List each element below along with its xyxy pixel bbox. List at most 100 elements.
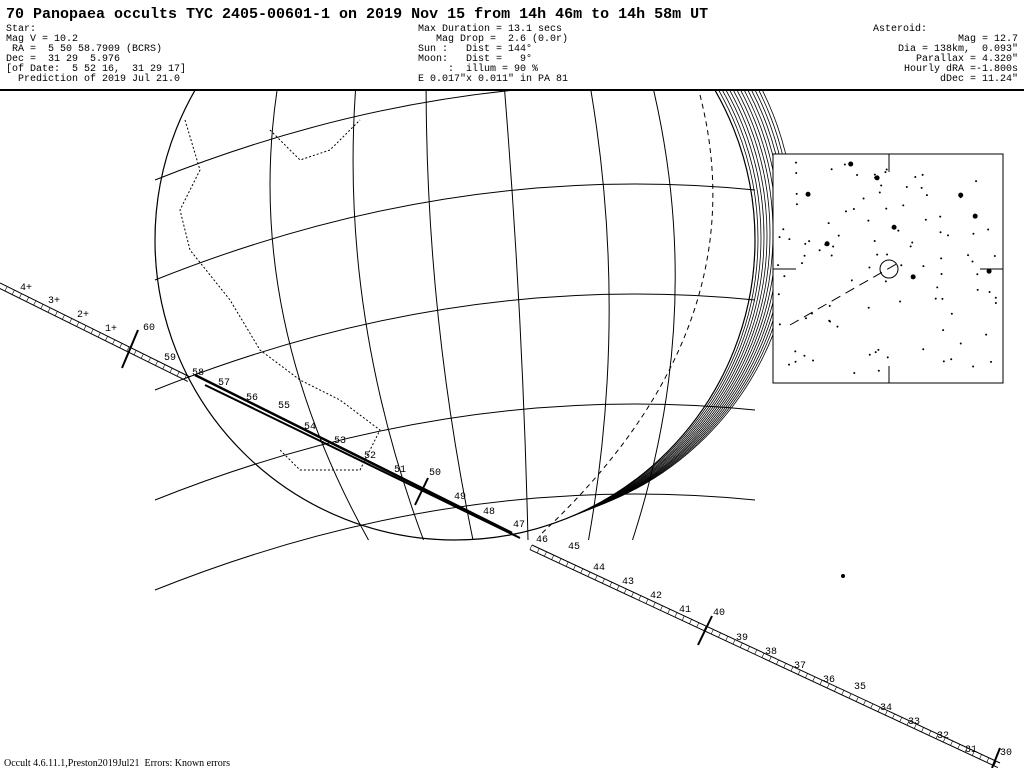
path-hatch <box>47 307 51 313</box>
field-star <box>867 306 870 309</box>
path-hatch <box>921 727 924 733</box>
meridian <box>425 91 474 541</box>
target-star <box>879 259 899 279</box>
path-time-label: 35 <box>854 682 866 693</box>
path-hatch <box>638 595 642 601</box>
field-star <box>990 360 993 363</box>
path-time-label: 3+ <box>48 296 60 307</box>
field-star <box>885 207 888 210</box>
field-star <box>942 360 945 363</box>
path-hatch <box>26 297 29 302</box>
path-time-label: 42 <box>650 591 662 602</box>
star-info: RA = 5 50 58.7909 (BCRS) <box>6 43 162 55</box>
path-time-label: 56 <box>246 393 258 404</box>
field-star <box>850 279 853 282</box>
coast <box>179 119 381 471</box>
path-time-label: 33 <box>908 717 920 728</box>
field-star <box>940 273 943 276</box>
field-star <box>886 356 889 359</box>
field-star <box>886 253 889 256</box>
path-hatch <box>971 750 975 756</box>
minute-tick <box>414 477 429 506</box>
field-star <box>934 297 937 300</box>
field-star <box>836 325 839 328</box>
field-star <box>844 210 847 213</box>
asteroid-info: Asteroid: <box>873 23 927 35</box>
path-hatch <box>928 730 932 736</box>
path-time-label: 2+ <box>77 310 89 321</box>
field-star <box>812 359 815 362</box>
field-star <box>788 363 791 366</box>
path-hatch <box>718 632 721 638</box>
field-star <box>830 254 833 257</box>
path-hatch <box>616 585 620 591</box>
field-star <box>884 280 887 283</box>
path-hatch <box>739 642 743 648</box>
field-star <box>874 176 877 179</box>
field-star <box>897 229 900 232</box>
latitude <box>154 91 511 181</box>
path-hatch <box>848 693 852 699</box>
field-star <box>788 238 791 241</box>
meridian <box>269 91 369 541</box>
path-hatch <box>119 343 123 348</box>
path-hatch <box>935 734 939 739</box>
path-time-label: 51 <box>394 465 406 476</box>
path-hatch <box>841 690 845 695</box>
path-hatch <box>964 747 968 753</box>
field-star <box>800 262 803 265</box>
path-time-label: 47 <box>513 520 525 531</box>
star-info: Mag V = 10.2 <box>6 34 78 45</box>
field-star <box>862 197 865 200</box>
path-hatch <box>551 555 555 560</box>
path-hatch <box>594 575 598 581</box>
field-star <box>795 192 798 195</box>
path-hatch <box>140 353 144 359</box>
path-hatch <box>587 571 591 577</box>
field-star <box>972 365 975 368</box>
asteroid-info: Hourly dRA =-1.800s <box>904 63 1018 75</box>
field-star <box>873 239 876 242</box>
minute-tick <box>991 747 1001 768</box>
event-info: Moon: Dist = 9° <box>418 53 532 65</box>
path-hatch <box>863 700 866 706</box>
field-star <box>808 240 811 243</box>
path-hatch <box>754 649 758 655</box>
field-star <box>853 372 856 375</box>
field-star <box>899 300 902 303</box>
central-line <box>194 373 513 535</box>
path-hatch <box>870 703 874 709</box>
field-star <box>959 196 962 199</box>
path-hatch <box>660 605 663 611</box>
path-edge <box>0 288 189 382</box>
path-time-label: 31 <box>965 745 977 756</box>
field-star <box>936 286 939 289</box>
path-time-label: 49 <box>454 492 466 503</box>
terminator <box>539 94 714 536</box>
path-time-label: 4+ <box>20 283 32 294</box>
path-time-label: 32 <box>937 731 949 742</box>
path-hatch <box>536 548 540 554</box>
field-star <box>971 260 974 263</box>
field-star <box>880 184 883 187</box>
latitude <box>154 403 756 501</box>
field-star <box>782 228 785 231</box>
field-star <box>777 264 780 267</box>
minute-tick <box>697 615 713 646</box>
event-info: Max Duration = 13.1 secs <box>418 23 562 35</box>
field-star <box>902 204 905 207</box>
field-star <box>795 203 798 206</box>
path-hatch <box>979 754 982 760</box>
path-hatch <box>732 639 736 645</box>
path-hatch <box>913 723 917 729</box>
path-hatch <box>855 696 859 702</box>
path-hatch <box>950 740 953 746</box>
field-star <box>959 342 962 345</box>
path-hatch <box>892 713 895 719</box>
path-hatch <box>884 710 888 716</box>
path-hatch <box>126 346 130 352</box>
event-info: Mag Drop = 2.6 (0.0r) <box>418 33 568 45</box>
field-star <box>942 329 945 332</box>
path-hatch <box>33 300 37 306</box>
